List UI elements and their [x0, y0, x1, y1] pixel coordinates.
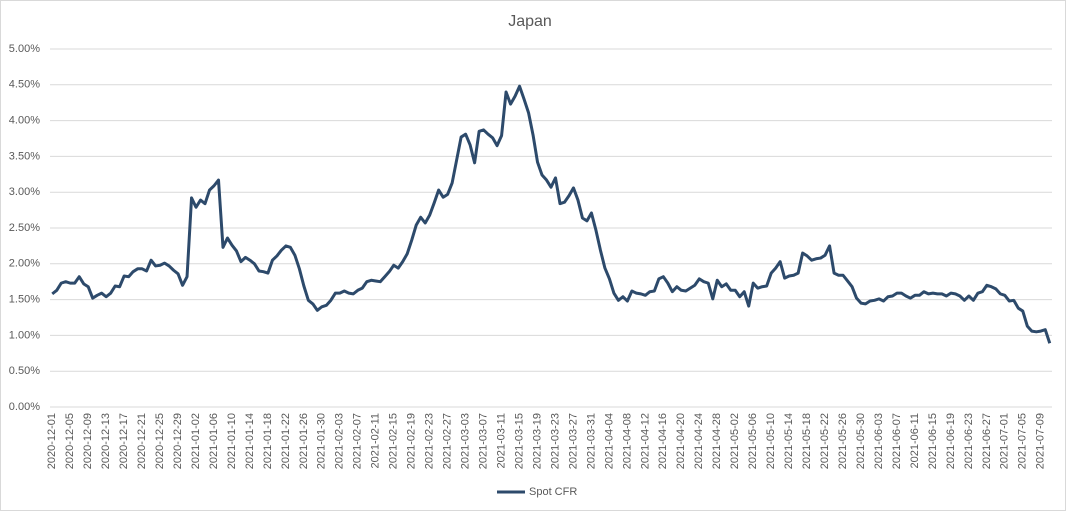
x-tick-label: 2021-05-26 [837, 413, 849, 469]
x-tick-label: 2021-04-08 [621, 413, 633, 469]
x-tick-label: 2021-06-19 [945, 413, 957, 469]
x-tick-label: 2021-04-04 [603, 413, 615, 469]
x-tick-label: 2021-04-12 [639, 413, 651, 469]
x-tick-label: 2021-05-18 [801, 413, 813, 469]
x-tick-label: 2021-07-09 [1035, 413, 1047, 469]
x-tick-label: 2021-01-18 [262, 413, 274, 469]
x-tick-label: 2021-04-16 [657, 413, 669, 469]
x-tick-label: 2021-03-27 [567, 413, 579, 469]
x-tick-label: 2020-12-13 [100, 413, 112, 469]
x-tick-label: 2021-04-24 [693, 413, 705, 469]
x-tick-label: 2021-05-02 [729, 413, 741, 469]
x-tick-label: 2021-01-02 [190, 413, 202, 469]
x-tick-label: 2021-06-15 [927, 413, 939, 469]
x-tick-label: 2021-06-03 [873, 413, 885, 469]
data-line [51, 84, 1052, 344]
y-tick-label: 3.00% [9, 186, 40, 198]
x-tick-label: 2021-04-20 [675, 413, 687, 469]
x-tick-label: 2021-01-30 [316, 413, 328, 469]
x-tick-label: 2020-12-21 [136, 413, 148, 469]
x-tick-label: 2021-03-11 [495, 413, 507, 468]
x-tick-label: 2021-07-05 [1017, 413, 1029, 469]
x-tick-label: 2021-05-14 [783, 413, 795, 469]
x-tick-label: 2021-03-23 [549, 413, 561, 469]
x-tick-label: 2021-02-23 [424, 413, 436, 469]
x-tick-label: 2021-02-11 [370, 413, 382, 468]
x-tick-label: 2020-12-25 [154, 413, 166, 469]
y-tick-label: 5.00% [9, 43, 40, 55]
legend-label: Spot CFR [529, 486, 577, 498]
x-tick-label: 2021-02-03 [334, 413, 346, 469]
y-tick-label: 0.50% [9, 365, 40, 377]
x-tick-label: 2021-06-23 [963, 413, 975, 469]
x-tick-label: 2021-05-10 [765, 413, 777, 469]
x-tick-label: 2021-05-22 [819, 413, 831, 469]
x-tick-label: 2021-02-15 [388, 413, 400, 469]
x-tick-label: 2021-06-11 [909, 413, 921, 468]
x-tick-label: 2021-01-22 [280, 413, 292, 469]
x-tick-label: 2021-06-27 [981, 413, 993, 469]
x-tick-label: 2021-04-28 [711, 413, 723, 469]
x-tick-label: 2021-03-03 [460, 413, 472, 469]
x-tick-label: 2021-01-10 [226, 413, 238, 469]
x-tick-label: 2021-02-27 [442, 413, 454, 469]
y-tick-label: 3.50% [9, 150, 40, 162]
y-tick-label: 1.50% [9, 294, 40, 306]
y-tick-label: 1.00% [9, 329, 40, 341]
x-tick-label: 2021-03-19 [531, 413, 543, 469]
x-tick-label: 2021-05-30 [855, 413, 867, 469]
x-tick-label: 2020-12-17 [118, 413, 130, 469]
x-tick-label: 2021-01-06 [208, 413, 220, 469]
y-tick-label: 2.00% [9, 258, 40, 270]
x-tick-label: 2021-03-15 [513, 413, 525, 469]
x-tick-label: 2021-01-14 [244, 413, 256, 469]
x-tick-label: 2021-03-31 [585, 413, 597, 469]
x-tick-label: 2021-02-19 [406, 413, 418, 469]
x-tick-label: 2021-06-07 [891, 413, 903, 469]
x-tick-label: 2020-12-29 [172, 413, 184, 469]
x-tick-label: 2021-07-01 [999, 413, 1011, 469]
x-tick-label: 2020-12-05 [64, 413, 76, 469]
x-tick-label: 2021-05-06 [747, 413, 759, 469]
chart-title: Japan [508, 13, 552, 30]
x-tick-label: 2020-12-01 [46, 413, 58, 469]
x-tick-label: 2021-01-26 [298, 413, 310, 469]
y-tick-label: 4.00% [9, 115, 40, 127]
y-tick-label: 2.50% [9, 222, 40, 234]
y-tick-label: 4.50% [9, 79, 40, 91]
x-tick-label: 2021-02-07 [352, 413, 364, 469]
x-tick-label: 2021-03-07 [478, 413, 490, 469]
y-tick-label: 0.00% [9, 401, 40, 413]
x-tick-label: 2020-12-09 [82, 413, 94, 469]
